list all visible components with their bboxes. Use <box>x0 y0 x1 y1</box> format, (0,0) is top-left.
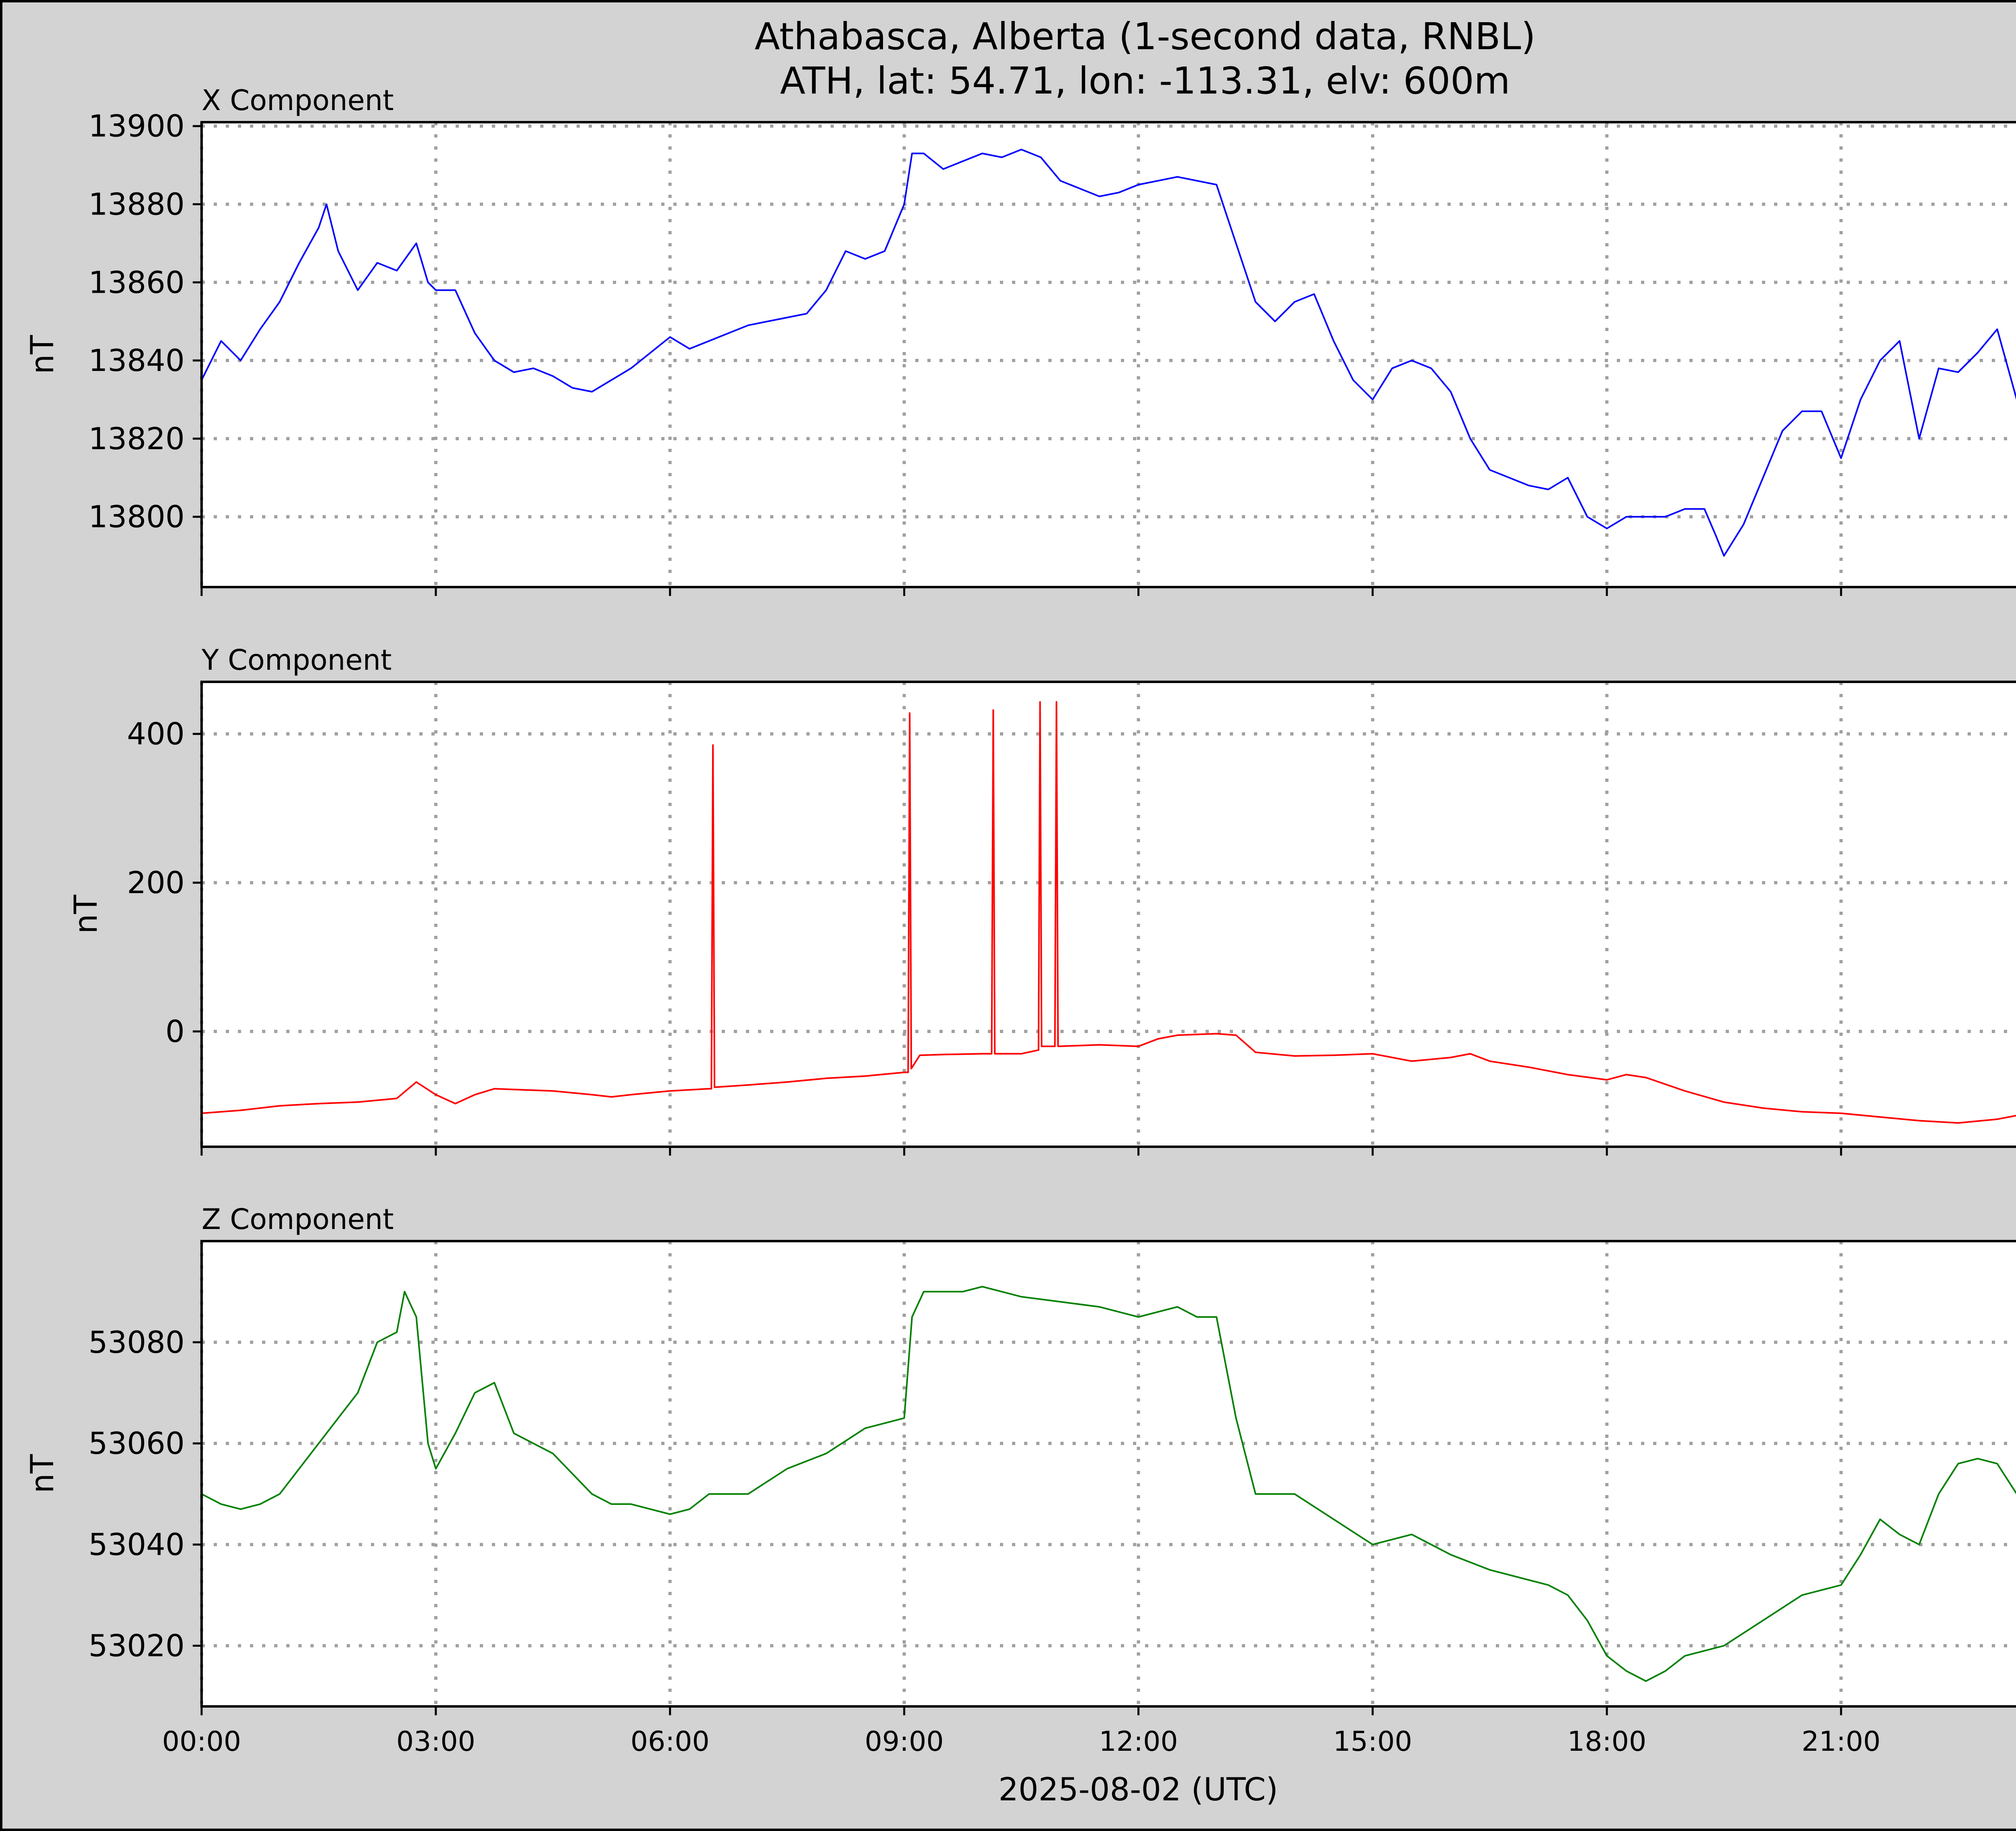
panels: 13800 13820 13840 13860 13880 13900 X Componen… <box>25 84 2016 1758</box>
z-component-plot-area <box>202 1241 2016 1706</box>
x-component-plot-area <box>202 122 2016 587</box>
y-component-title: Y Component <box>201 644 392 677</box>
y-tick-label: 13860 <box>88 265 185 300</box>
x-component-panel: 13800 13820 13840 13860 13880 13900 X Componen… <box>25 84 2016 596</box>
y-tick-label: 13820 <box>88 421 185 456</box>
y-tick-label: 53080 <box>88 1325 185 1360</box>
x-tick-label: 18:00 <box>1567 1726 1646 1758</box>
y-tick-label: 13900 <box>88 108 185 144</box>
x-component-y-axis-label: nT <box>25 335 61 374</box>
z-component-panel: 00:00 03:00 06:00 09:00 12:00 15:00 18:00 21:00… <box>25 1203 2016 1758</box>
x-tick-label: 15:00 <box>1333 1726 1412 1758</box>
x-tick-label: 12:00 <box>1099 1726 1178 1758</box>
y-tick-label: 200 <box>127 865 185 900</box>
x-component-series-line <box>201 148 2016 557</box>
z-component-y-axis-label: nT <box>25 1454 61 1493</box>
x-tick-label: 03:00 <box>396 1726 475 1758</box>
figure-title-line2: ATH, lat: 54.71, lon: -113.31, elv: 600m <box>780 59 1510 102</box>
z-component-frame <box>200 1240 2016 1708</box>
y-component-frame <box>200 681 2016 1148</box>
y-tick-label: 13840 <box>88 343 185 378</box>
x-component-frame <box>200 121 2016 588</box>
y-tick-label: 400 <box>127 716 185 752</box>
z-component-series-line <box>201 1285 2016 1682</box>
y-tick-label: 53040 <box>88 1527 185 1562</box>
x-tick-label: 09:00 <box>865 1726 944 1758</box>
x-tick-label: 21:00 <box>1801 1726 1881 1758</box>
x-tick-label: 00:00 <box>162 1726 241 1758</box>
y-tick-label: 53060 <box>88 1426 185 1461</box>
y-component-series-line <box>201 701 2016 1124</box>
z-component-title: Z Component <box>202 1203 394 1236</box>
y-tick-label: 13800 <box>88 499 185 535</box>
y-component-y-axis-label: nT <box>68 895 104 934</box>
x-component-title: X Component <box>202 84 394 117</box>
x-tick-label: 06:00 <box>631 1726 710 1758</box>
y-tick-label: 13880 <box>88 186 185 222</box>
y-tick-label: 53020 <box>88 1628 185 1663</box>
x-axis-label: 2025-08-02 (UTC) <box>998 1772 1278 1808</box>
figure-title-line1: Athabasca, Alberta (1-second data, RNBL) <box>755 15 1536 58</box>
y-tick-label: 0 <box>165 1014 185 1049</box>
y-component-plot-area <box>202 682 2016 1147</box>
y-component-panel: 0 200 400 Y Component nT <box>68 644 2016 1156</box>
